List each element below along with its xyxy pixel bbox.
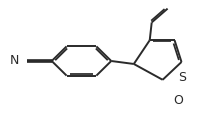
Text: S: S xyxy=(178,71,186,84)
Text: N: N xyxy=(10,55,19,67)
Text: O: O xyxy=(173,94,183,107)
